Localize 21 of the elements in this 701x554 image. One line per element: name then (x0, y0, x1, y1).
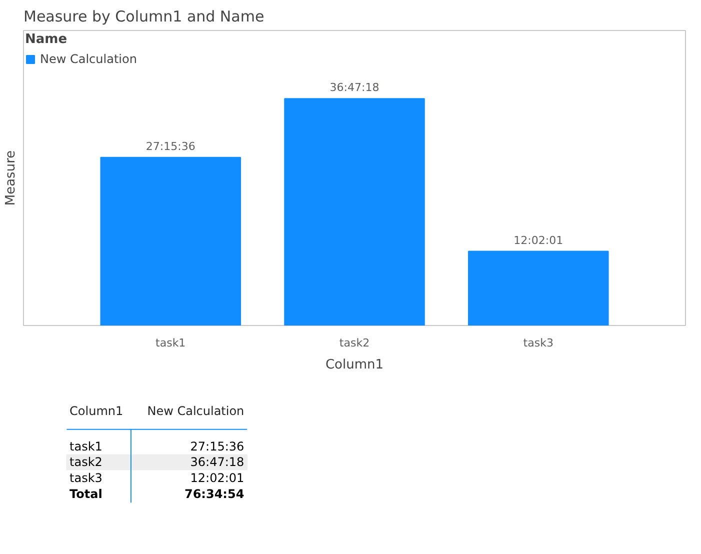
x-tick-label: task2 (339, 336, 370, 350)
text: Column1 (70, 404, 124, 418)
data-label: 12:02:01 (514, 234, 564, 247)
data-label: 36:47:18 (330, 81, 380, 94)
x-tick-label: task3 (523, 336, 554, 350)
text: 76:34:54 (184, 487, 244, 502)
text: 27:15:36 (190, 439, 244, 454)
x-axis-title: Column1 (325, 358, 384, 372)
y-axis-title: Measure (4, 150, 18, 206)
category-label: task1 (70, 439, 102, 454)
legend-label: New Calculation (40, 52, 137, 66)
text: Total (70, 487, 102, 502)
category-label: task2 (70, 455, 102, 470)
chart-title: Measure by Column1 and Name (24, 8, 264, 26)
text: 36:47:18 (190, 455, 244, 470)
text: New Calculation (147, 404, 244, 418)
x-tick-label: task1 (156, 336, 186, 350)
data-label: 27:15:36 (146, 140, 196, 153)
legend-title: Name (25, 32, 68, 47)
text: 12:02:01 (190, 471, 244, 486)
category-label: task3 (70, 471, 102, 486)
